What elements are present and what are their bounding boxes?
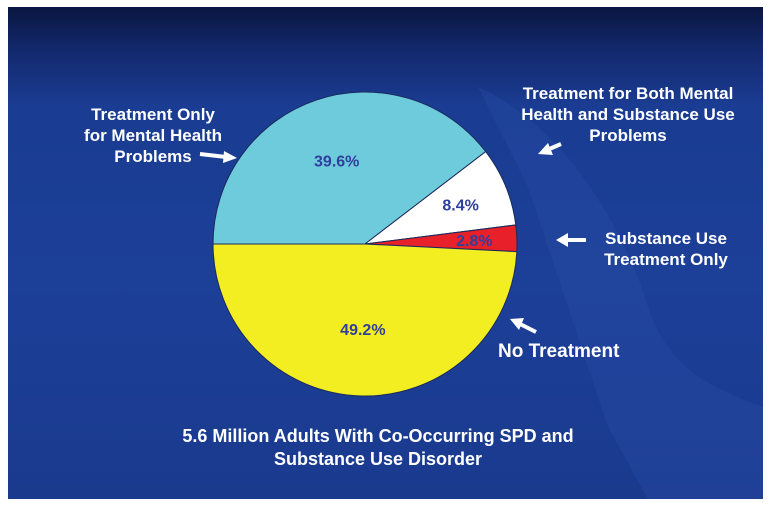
slice-percent-labels: 39.6% 8.4% 2.8% 49.2%	[314, 154, 493, 340]
slice-mental-health-percent: 39.6%	[314, 154, 359, 171]
label-arrows	[199, 142, 586, 334]
slice-no-treatment	[212, 243, 518, 397]
slide: 39.6% 8.4% 2.8% 49.2% Treatment Only for Me…	[8, 7, 763, 499]
label-treatment-mental-health: Treatment Only for Mental Health Problem…	[84, 105, 222, 166]
pie-chart: 39.6% 8.4% 2.8% 49.2%	[199, 91, 586, 397]
slice-no-treatment-percent: 49.2%	[340, 322, 385, 339]
background-swoosh	[478, 87, 763, 499]
arrow-both	[538, 142, 562, 155]
label-substance-use-only: Substance Use Treatment Only	[604, 229, 728, 269]
label-treatment-both: Treatment for Both Mental Health and Sub…	[521, 84, 735, 145]
slice-mental-health	[212, 91, 487, 245]
chart-title: 5.6 Million Adults With Co-Occurring SPD…	[182, 426, 574, 469]
slice-substance-use-percent: 2.8%	[456, 233, 492, 250]
arrow-mental-health	[199, 151, 237, 163]
arrow-no-treatment	[510, 318, 537, 334]
arrow-substance-use	[556, 233, 586, 247]
label-no-treatment: No Treatment	[498, 341, 620, 362]
slice-both-percent: 8.4%	[442, 198, 478, 215]
pie-slices	[212, 91, 518, 397]
